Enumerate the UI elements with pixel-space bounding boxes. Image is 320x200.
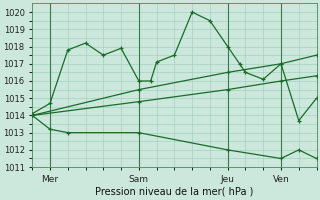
X-axis label: Pression niveau de la mer( hPa ): Pression niveau de la mer( hPa ) <box>95 187 253 197</box>
